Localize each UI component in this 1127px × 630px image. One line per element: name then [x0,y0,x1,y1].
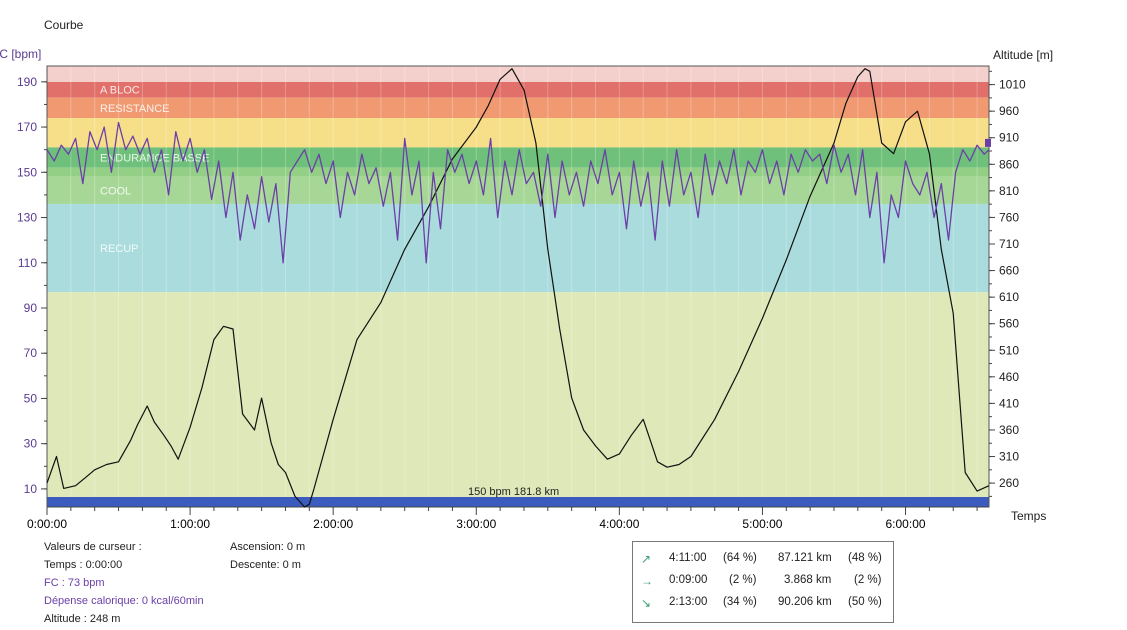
summary-row-descending: ↘ 2:13:00 (34 %) 90.206 km (50 %) [633,596,893,616]
x-axis-tick-label: 1:00:00 [170,517,210,531]
right-axis-tick-label: 860 [999,157,1019,171]
cursor-heart-rate: FC : 73 bpm [44,577,105,589]
summary-distance-percent: (50 %) [848,596,882,608]
x-axis-tick-label: 3:00:00 [456,517,496,531]
right-axis-tick-label: 510 [999,343,1019,357]
left-axis-tick-label: 70 [24,346,38,360]
left-axis-tick-label: 10 [24,482,38,496]
arrow-down-right-icon: ↘ [641,596,652,610]
summary-time-percent: (34 %) [723,596,757,608]
cursor-descent: Descente: 0 m [230,559,301,571]
zone-band [47,203,989,293]
cursor-altitude: Altitude : 248 m [44,613,121,625]
right-axis-label: Altitude [m] [993,48,1053,62]
cursor-values-title: Valeurs de curseur : [44,541,142,553]
right-axis-tick-label: 560 [999,317,1019,331]
zone-band [47,118,989,148]
zone-band [47,292,989,507]
left-axis-tick-label: 90 [24,301,38,315]
summary-time: 0:09:00 [669,574,708,586]
summary-row-ascending: ↗ 4:11:00 (64 %) 87.121 km (48 %) [633,552,893,572]
zone-label: A BLOC [100,85,140,97]
summary-time-percent: (2 %) [729,574,757,586]
summary-time: 2:13:00 [669,596,708,608]
x-axis-tick-label: 6:00:00 [886,517,926,531]
zone-label: RECUP [100,243,139,255]
right-axis-tick-label: 660 [999,264,1019,278]
right-axis-tick-label: 910 [999,131,1019,145]
summary-distance-percent: (2 %) [854,574,882,586]
heart-rate-line [46,121,990,264]
summary-time: 4:11:00 [669,552,707,564]
threshold-bar [47,497,989,507]
right-axis-tick-label: 460 [999,370,1019,384]
cursor-ascent: Ascension: 0 m [230,541,306,553]
left-axis-tick-label: 190 [17,75,37,89]
right-axis-tick-label: 1010 [999,78,1026,92]
left-axis-tick-label: 110 [18,256,37,270]
right-axis-tick-label: 410 [999,396,1019,410]
summary-distance: 3.868 km [784,574,832,586]
arrow-right-icon: → [641,574,653,588]
zone-band [47,167,989,177]
left-axis-tick-label: 50 [24,391,38,405]
summary-distance: 90.206 km [778,596,832,608]
summary-distance: 87.121 km [778,552,832,564]
zone-label: COOL [100,185,131,197]
left-axis-tick-label: 30 [24,437,38,451]
summary-time-percent: (64 %) [723,552,757,564]
zone-band [47,176,989,204]
x-axis-tick-label: 5:00:00 [742,517,782,531]
cursor-time: Temps : 0:00:00 [44,559,123,571]
cursor-marker[interactable] [985,138,991,147]
left-axis-label: FC [bpm] [0,47,41,61]
right-axis-tick-label: 710 [999,237,1019,251]
left-axis-tick-label: 170 [17,120,37,134]
x-axis-label: Temps [1011,509,1046,523]
altitude-line [46,68,990,508]
cursor-calorie-expenditure: Dépense calorique: 0 kcal/60min [44,595,204,607]
right-axis-tick-label: 610 [999,290,1019,304]
page-title: Courbe [44,18,84,32]
threshold-label: 150 bpm 181.8 km [468,486,559,498]
zone-band [47,66,989,82]
right-axis-tick-label: 360 [999,423,1019,437]
right-axis-tick-label: 960 [999,104,1019,118]
x-axis-tick-label: 0:00:00 [27,517,67,531]
right-axis-tick-label: 260 [999,476,1019,490]
left-axis-tick-label: 130 [17,211,37,225]
zone-label: RESISTANCE [100,103,169,115]
right-axis-tick-label: 310 [999,450,1019,464]
x-axis-tick-label: 2:00:00 [313,517,353,531]
right-axis-tick-label: 760 [999,210,1019,224]
left-axis-tick-label: 150 [17,165,37,179]
summary-distance-percent: (48 %) [848,552,882,564]
zone-band [47,97,989,119]
zone-band [47,81,989,98]
arrow-up-right-icon: ↗ [641,552,652,566]
right-axis-tick-label: 810 [999,184,1019,198]
x-axis-tick-label: 4:00:00 [599,517,639,531]
summary-table: ↗ 4:11:00 (64 %) 87.121 km (48 %) → 0:09… [632,541,894,623]
summary-row-flat: → 0:09:00 (2 %) 3.868 km (2 %) [633,574,893,594]
